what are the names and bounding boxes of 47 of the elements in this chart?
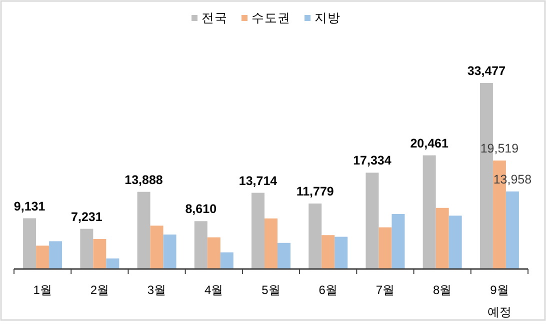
bar: [322, 235, 335, 269]
data-label: 33,477: [467, 64, 506, 78]
data-label: 17,334: [353, 154, 392, 168]
bar: [366, 172, 379, 269]
x-tick-label: 6월: [318, 283, 338, 297]
bar: [422, 155, 436, 269]
bar: [448, 216, 462, 269]
bar: [378, 227, 392, 269]
data-label: 20,461: [410, 136, 448, 150]
bar: [36, 246, 50, 269]
x-tick-label: 4월: [204, 283, 224, 297]
bar: [436, 208, 449, 269]
bar: [506, 191, 519, 269]
bar: [137, 192, 150, 269]
legend-label: 수도권: [252, 11, 290, 25]
bar: [23, 218, 36, 269]
bar: [80, 228, 94, 269]
bar: [207, 237, 220, 269]
data-label: 8,610: [185, 202, 217, 216]
legend-label: 지방: [314, 11, 340, 25]
bar: [106, 258, 120, 269]
bar: [392, 214, 405, 269]
bar: [150, 226, 164, 269]
bar: [194, 221, 208, 269]
bar: [252, 192, 264, 269]
bar: [264, 218, 278, 269]
bar: [49, 241, 62, 269]
x-tick-label: 7월: [376, 283, 395, 297]
x-tick-label: 3월: [147, 283, 166, 297]
data-label: 9,131: [14, 199, 46, 214]
x-tick-label: 9월 예정: [487, 283, 512, 319]
bar: [278, 242, 290, 269]
x-tick-label: 5월: [262, 283, 280, 297]
x-tick-label: 8월: [432, 283, 452, 297]
data-label: 7,231: [71, 210, 102, 224]
legend-label: 전국: [202, 11, 228, 25]
bar: [220, 252, 234, 269]
bar: [163, 234, 176, 269]
bar: [93, 238, 106, 269]
bar: [334, 236, 348, 269]
x-tick-label: 1월: [33, 283, 52, 297]
data-label: 11,779: [296, 184, 334, 199]
data-label: 19,519: [480, 142, 519, 156]
data-label: 13,888: [124, 172, 163, 187]
x-tick-label: 2월: [90, 283, 110, 297]
bar: [308, 204, 322, 269]
data-label: 13,714: [238, 174, 278, 188]
